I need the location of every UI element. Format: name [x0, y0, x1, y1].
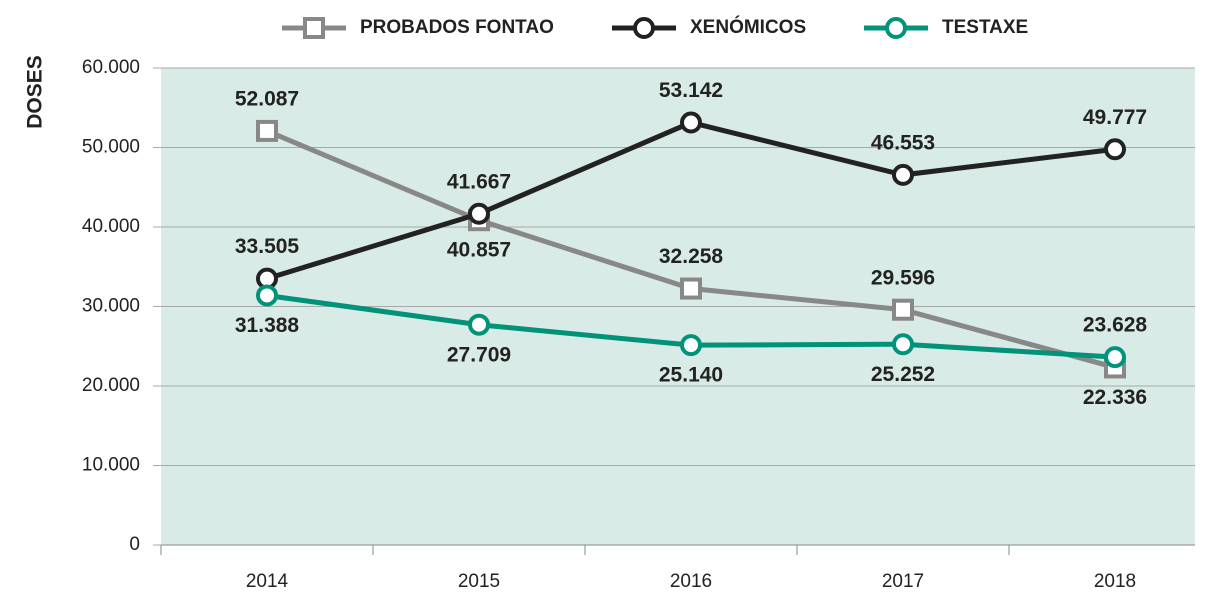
data-label: 22.336	[1083, 386, 1147, 409]
y-axis-label: DOSES	[24, 55, 47, 129]
data-label: 53.142	[659, 79, 723, 102]
data-label: 52.087	[235, 87, 299, 110]
data-label: 46.553	[871, 131, 935, 154]
x-tick-label: 2016	[670, 571, 712, 592]
y-tick-label: 0	[129, 534, 140, 555]
data-label: 49.777	[1083, 106, 1147, 129]
data-label: 31.388	[235, 314, 300, 337]
data-label: 27.709	[447, 343, 511, 366]
data-label: 29.596	[871, 266, 935, 289]
marker	[680, 277, 702, 300]
marker	[468, 202, 490, 225]
marker	[892, 163, 914, 186]
data-label: 40.857	[447, 239, 511, 262]
marker	[256, 119, 278, 142]
data-label: 41.667	[447, 170, 511, 193]
x-tick-label: 2015	[458, 571, 500, 592]
y-tick-label: 20.000	[82, 375, 140, 396]
y-tick-label: 60.000	[82, 57, 140, 78]
data-label: 23.628	[1083, 314, 1148, 337]
legend-marker	[885, 17, 907, 39]
marker	[468, 313, 490, 336]
marker	[1104, 138, 1126, 161]
legend-marker	[633, 17, 655, 39]
legend-label: PROBADOS FONTAO	[360, 17, 554, 38]
legend-marker	[303, 17, 325, 39]
marker	[892, 333, 914, 356]
x-tick-label: 2014	[246, 571, 289, 592]
y-tick-label: 10.000	[82, 455, 140, 476]
y-tick-label: 30.000	[82, 296, 140, 317]
x-tick-label: 2017	[882, 571, 924, 592]
data-label: 25.140	[659, 364, 723, 387]
data-label: 32.258	[659, 245, 724, 268]
y-tick-label: 40.000	[82, 216, 140, 237]
legend-label: XENÓMICOS	[690, 16, 806, 38]
y-tick-label: 50.000	[82, 137, 140, 158]
data-label: 25.252	[871, 363, 935, 386]
legend-label: TESTAXE	[942, 17, 1028, 38]
marker	[256, 284, 278, 307]
marker	[680, 334, 702, 357]
marker	[892, 298, 914, 321]
data-label: 33.505	[235, 235, 300, 258]
x-tick-label: 2018	[1094, 571, 1136, 592]
marker	[680, 111, 702, 134]
marker	[1104, 346, 1126, 369]
